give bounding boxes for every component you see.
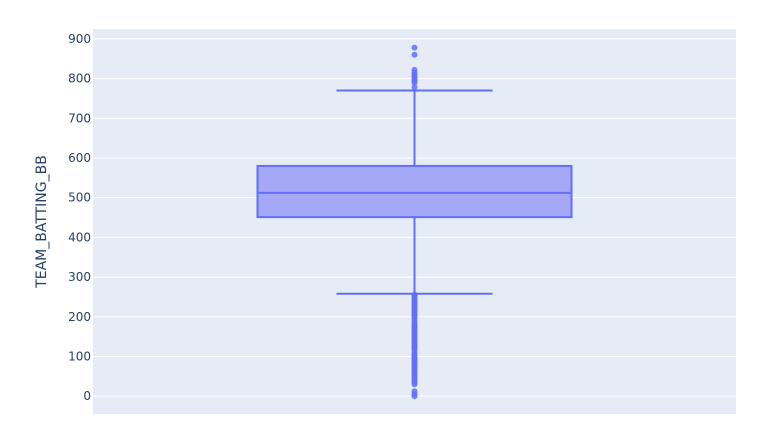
- y-tick-label: 400: [68, 230, 91, 244]
- y-tick-label: 0: [83, 389, 91, 403]
- outlier-point: [411, 393, 418, 400]
- outlier-point: [411, 51, 418, 58]
- y-tick-label: 300: [68, 270, 91, 284]
- y-axis-ticks: 0 100 200 300 400 500 600 700 800 900: [68, 32, 91, 403]
- outlier-point: [411, 44, 418, 51]
- y-tick-label: 200: [68, 310, 91, 324]
- outlier-point: [411, 84, 418, 91]
- y-tick-label: 700: [68, 111, 91, 125]
- y-tick-label: 900: [68, 32, 91, 46]
- y-tick-label: 500: [68, 191, 91, 205]
- outlier-point: [411, 381, 418, 388]
- iqr-box: [256, 164, 573, 219]
- y-tick-label: 600: [68, 151, 91, 165]
- y-tick-label: 100: [68, 349, 91, 363]
- outlier-point: [411, 79, 418, 86]
- box-series: [256, 44, 573, 400]
- y-axis-label: TEAM_BATTING_BB: [34, 155, 50, 289]
- y-tick-label: 800: [68, 72, 91, 86]
